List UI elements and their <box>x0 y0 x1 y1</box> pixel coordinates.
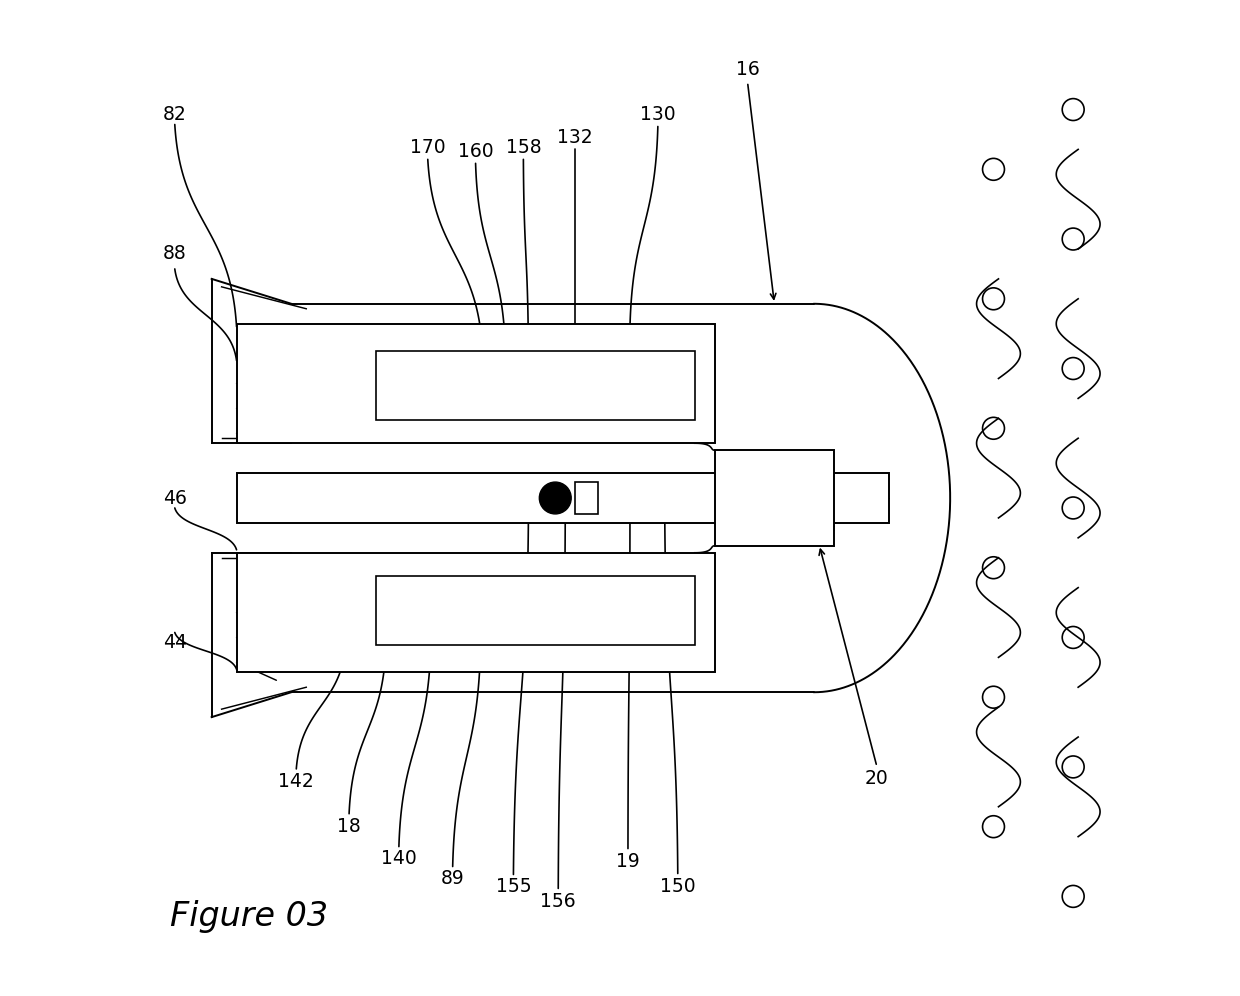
Text: 18: 18 <box>337 817 361 837</box>
Text: 158: 158 <box>506 137 541 157</box>
Bar <box>237 324 714 443</box>
Text: 16: 16 <box>735 60 759 80</box>
Text: 88: 88 <box>162 244 187 264</box>
Bar <box>237 553 714 672</box>
Bar <box>714 450 835 546</box>
Text: 44: 44 <box>162 632 187 652</box>
Text: Figure 03: Figure 03 <box>170 899 327 933</box>
Text: 89: 89 <box>440 869 465 888</box>
Bar <box>376 576 694 645</box>
Circle shape <box>539 482 572 514</box>
Text: 132: 132 <box>557 127 593 147</box>
Text: 19: 19 <box>616 852 640 872</box>
Bar <box>237 473 889 523</box>
Text: 170: 170 <box>410 137 445 157</box>
Text: 140: 140 <box>381 849 417 869</box>
Text: 160: 160 <box>458 141 494 161</box>
Text: 46: 46 <box>162 488 187 508</box>
Text: 156: 156 <box>541 891 577 911</box>
Text: 155: 155 <box>496 876 531 896</box>
Bar <box>575 482 598 514</box>
Text: 20: 20 <box>866 769 889 789</box>
Text: 150: 150 <box>660 876 696 896</box>
Bar <box>376 351 694 420</box>
Text: 82: 82 <box>162 105 187 124</box>
Text: 142: 142 <box>279 772 314 792</box>
Text: 130: 130 <box>640 105 676 124</box>
